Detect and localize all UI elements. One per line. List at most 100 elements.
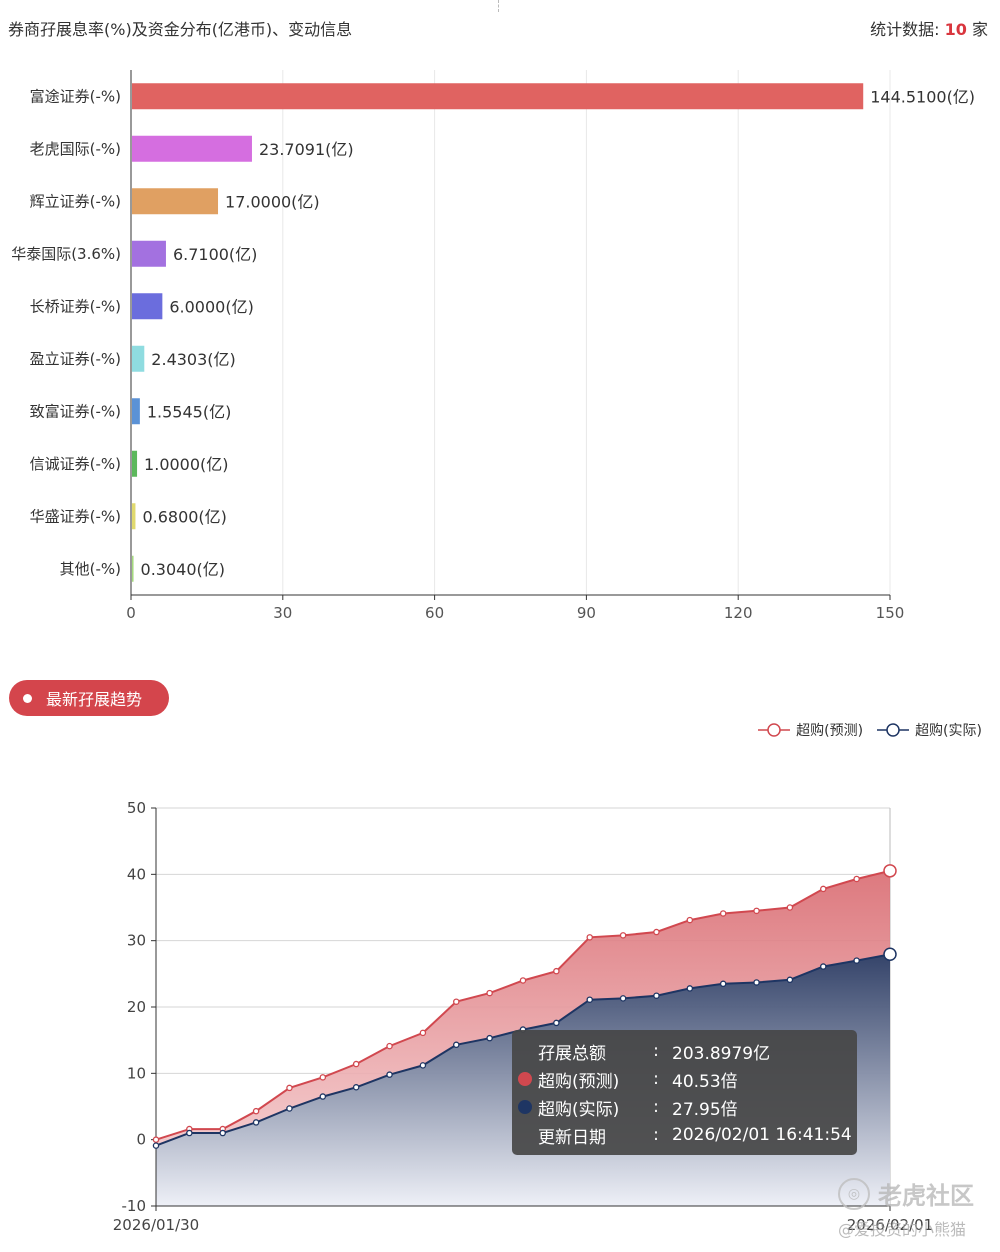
y-tick-label: 40 [127, 865, 146, 883]
tooltip-label: 超购(预测) [538, 1071, 620, 1092]
bar-value-label: 0.6800(亿) [142, 507, 226, 526]
actual-dot-icon [518, 1100, 532, 1114]
tooltip-value: 27.95倍 [672, 1099, 738, 1120]
x-tick-label: 120 [724, 604, 753, 622]
tooltip-value: 2026/02/01 16:41:54 [672, 1125, 852, 1145]
bar [132, 450, 138, 477]
forecast-point [853, 875, 860, 883]
bar [132, 293, 163, 320]
bar [132, 135, 252, 162]
stat-count: 10 [944, 20, 967, 39]
forecast-point [152, 1136, 160, 1143]
bar [132, 240, 166, 267]
forecast-point [619, 932, 627, 939]
stat-summary: 统计数据: 10 家 [870, 16, 988, 40]
tooltip-label: 超购(实际) [538, 1099, 620, 1120]
category-label: 盈立证券(-%) [30, 350, 121, 368]
tooltip-label: 更新日期 [538, 1127, 606, 1148]
forecast-point [453, 998, 460, 1005]
legend-marker-actual-icon [877, 723, 910, 737]
x-tick-label: 30 [273, 604, 292, 622]
x-tick-label: 2026/02/01 [847, 1216, 933, 1234]
bar [132, 83, 864, 110]
forecast-dot-icon [518, 1072, 532, 1086]
actual-point [853, 957, 860, 964]
category-label: 长桥证券(-%) [30, 297, 121, 315]
forecast-point [883, 864, 897, 878]
trend-legend: 超购(预测) 超购(实际) [744, 720, 982, 740]
actual-point [553, 1019, 560, 1027]
actual-point [219, 1129, 226, 1137]
actual-point [786, 976, 794, 984]
actual-point [252, 1119, 260, 1126]
watermark-brand: ◎ 老虎社区 [838, 1176, 974, 1211]
actual-point [883, 947, 897, 962]
tooltip-sep: : [653, 1041, 659, 1061]
forecast-point [753, 907, 760, 915]
forecast-point [519, 977, 527, 984]
forecast-point [252, 1107, 260, 1115]
stat-unit: 家 [971, 20, 988, 39]
watermark-user: @爱投资的小熊猫 [838, 1220, 967, 1239]
y-tick-label: -10 [122, 1197, 147, 1215]
trend-tooltip: 孖展总额 : 203.8979亿 超购(预测) : 40.53倍 超购(实际) … [512, 1030, 857, 1155]
bar-value-label: 17.0000(亿) [225, 192, 320, 211]
legend-item-actual[interactable]: 超购(实际) [877, 720, 982, 740]
forecast-point [319, 1074, 327, 1081]
x-tick-label: 150 [876, 604, 905, 622]
category-label: 致富证券(-%) [30, 402, 121, 420]
category-label: 其他(-%) [60, 560, 121, 578]
y-tick-label: 0 [136, 1131, 146, 1149]
forecast-point [786, 904, 794, 911]
category-label: 老虎国际(-%) [30, 140, 121, 158]
bar-value-label: 0.3040(亿) [141, 560, 225, 579]
actual-point [586, 996, 593, 1003]
forecast-point [719, 910, 727, 917]
tooltip-label: 孖展总额 [538, 1043, 606, 1064]
trend-button-label: 最新孖展趋势 [46, 690, 143, 709]
bar-value-label: 1.5545(亿) [147, 402, 231, 421]
category-label: 富途证券(-%) [30, 87, 121, 105]
dot-icon [23, 693, 32, 703]
category-label: 华盛证券(-%) [30, 507, 121, 525]
x-tick-label: 60 [425, 604, 444, 622]
forecast-point [653, 928, 660, 936]
actual-point [653, 992, 660, 999]
bar-value-label: 6.7100(亿) [173, 245, 257, 264]
tooltip-sep: : [653, 1125, 659, 1145]
actual-point [486, 1034, 493, 1042]
forecast-point [820, 885, 827, 893]
legend-label-forecast: 超购(预测) [796, 723, 864, 739]
y-tick-label: 30 [127, 932, 146, 950]
actual-point [286, 1105, 293, 1112]
actual-point [319, 1093, 327, 1100]
actual-point [686, 985, 694, 992]
forecast-point [553, 967, 560, 975]
trend-button[interactable]: 最新孖展趋势 [9, 680, 169, 716]
forecast-point [286, 1084, 293, 1092]
bar [132, 188, 219, 215]
forecast-point [586, 934, 593, 941]
actual-point [453, 1041, 460, 1049]
forecast-area [156, 870, 890, 1146]
legend-item-forecast[interactable]: 超购(预测) [758, 720, 863, 740]
stat-label: 统计数据: [870, 20, 940, 39]
actual-point [386, 1071, 393, 1078]
legend-label-actual: 超购(实际) [915, 723, 982, 739]
bar-value-label: 1.0000(亿) [144, 455, 228, 474]
trend-area-chart: -10 0 10 20 30 40 50 2026/01/30 2026/02/01 [113, 799, 933, 1234]
category-label: 辉立证券(-%) [30, 192, 121, 210]
tooltip-row-actual: 超购(实际) : 27.95倍 [512, 1093, 857, 1121]
forecast-point [686, 916, 694, 924]
tiger-logo-icon: ◎ [838, 1177, 870, 1210]
bar-value-label: 23.7091(亿) [259, 140, 354, 159]
x-tick-label: 0 [126, 604, 136, 622]
forecast-point [386, 1042, 393, 1050]
broker-bar-chart: 0 30 60 90 120 150 富途证券(-%) 144.5100(亿) 老虎国际(-%)… [11, 70, 975, 622]
bar [132, 345, 145, 372]
actual-point [820, 963, 827, 970]
tooltip-row-forecast: 超购(预测) : 40.53倍 [512, 1065, 857, 1093]
x-tick-label: 90 [577, 604, 596, 622]
tooltip-sep: : [653, 1069, 659, 1089]
forecast-point [486, 989, 493, 997]
